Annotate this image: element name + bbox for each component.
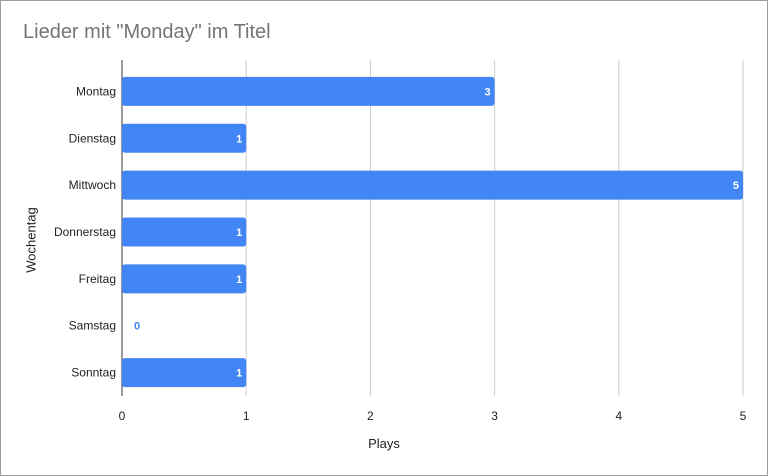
data-label: 1	[236, 274, 242, 286]
bar	[122, 358, 247, 388]
chart-title: Lieder mit "Monday" im Titel	[23, 21, 271, 43]
y-tick-label: Montag	[76, 84, 116, 98]
data-label: 5	[733, 180, 739, 192]
y-tick-label: Mittwoch	[69, 178, 116, 192]
x-tick-label: 2	[367, 409, 374, 423]
y-tick-label: Sonntag	[71, 366, 116, 380]
data-label: 1	[236, 368, 242, 380]
x-tick-label: 0	[119, 409, 126, 423]
x-tick-label: 1	[243, 409, 250, 423]
y-tick-label: Donnerstag	[54, 225, 116, 239]
data-label: 1	[236, 133, 242, 145]
x-tick-label: 4	[615, 409, 622, 423]
data-label: 0	[134, 321, 140, 333]
y-tick-label: Dienstag	[69, 131, 116, 145]
x-axis-label: Plays	[368, 436, 400, 451]
x-tick-label: 5	[740, 409, 747, 423]
data-label: 3	[484, 86, 490, 98]
bar	[122, 76, 495, 106]
bar	[122, 217, 247, 247]
x-tick-label: 3	[491, 409, 498, 423]
y-tick-label: Samstag	[69, 319, 116, 333]
bar	[122, 170, 743, 200]
data-label: 1	[236, 227, 242, 239]
y-tick-label: Freitag	[79, 272, 116, 286]
bar	[122, 123, 247, 153]
bar	[122, 264, 247, 294]
